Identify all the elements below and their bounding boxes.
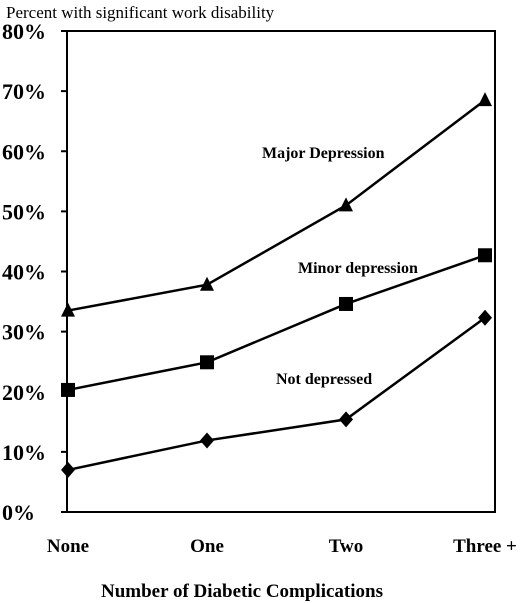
y-tick-label: 60% [2,139,46,164]
series-line-0 [67,99,486,312]
x-tick-label: None [47,536,89,557]
series-group [61,92,492,478]
series-annotation-2: Not depressed [276,371,372,388]
diamond-marker [478,309,492,326]
diamond-marker [339,411,353,428]
x-tick-label: Two [329,536,363,557]
square-marker [478,248,492,263]
series-line-1 [67,254,486,392]
x-tick-label: One [190,536,224,557]
series-line-2 [67,316,486,472]
triangle-marker [339,197,353,212]
y-tick-label: 10% [2,440,46,465]
y-tick-label: 0% [2,500,35,525]
square-marker [61,382,75,397]
x-axis-title: Number of Diabetic Complications [101,581,383,602]
square-marker [339,296,353,311]
y-tick-label: 40% [2,260,46,285]
diamond-marker [200,432,214,449]
y-tick-label: 50% [2,199,46,224]
series-annotation-1: Minor depression [298,260,418,277]
x-axis-ticks: None One Two Three + [47,536,517,557]
y-tick-label: 80% [2,19,46,44]
triangle-marker [200,276,214,291]
diamond-marker [61,461,75,478]
triangle-marker [478,92,492,107]
x-tick-label: Three + [453,536,517,557]
y-tick-label: 30% [2,320,46,345]
series-labels: Major Depression Minor depression Not depr… [262,145,418,388]
y-tick-label: 20% [2,380,46,405]
y-axis-title: Percent with significant work disability [6,3,275,22]
y-tick-label: 70% [2,79,46,104]
plot-frame [66,30,496,513]
y-axis-ticks: 0% 10% 20% 30% 40% 50% 60% 70% 80% [2,19,67,525]
triangle-marker [61,302,75,317]
series-annotation-0: Major Depression [262,145,385,162]
square-marker [200,355,214,370]
